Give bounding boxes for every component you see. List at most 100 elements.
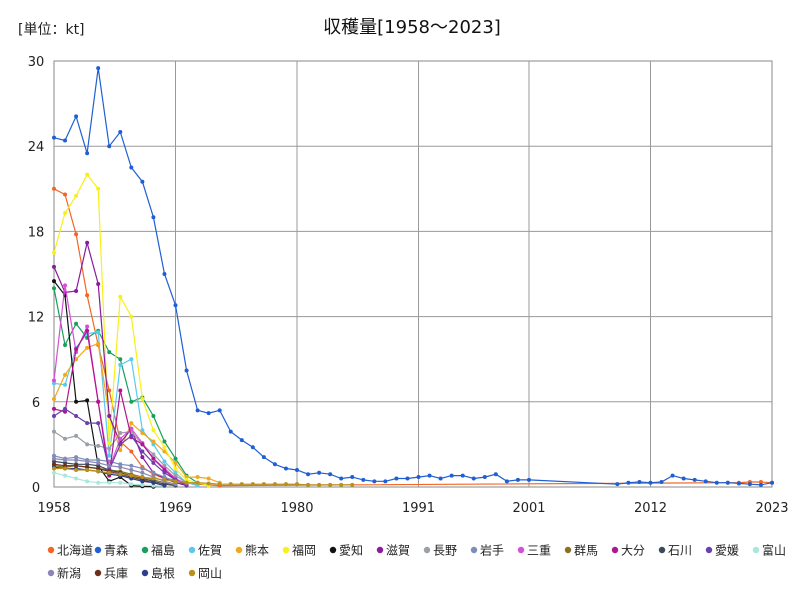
data-point	[107, 463, 112, 468]
data-point	[173, 479, 178, 484]
data-point	[63, 283, 68, 288]
data-point	[140, 179, 145, 184]
y-tick-label: 24	[28, 140, 45, 155]
data-point	[118, 294, 123, 299]
data-point	[129, 357, 134, 362]
data-point	[52, 381, 56, 386]
data-point	[173, 460, 178, 465]
data-point	[306, 472, 311, 477]
data-point	[96, 421, 101, 426]
legend-item: 長野	[423, 544, 457, 558]
data-point	[239, 438, 244, 443]
data-point	[228, 429, 233, 434]
data-point	[151, 428, 156, 433]
data-point	[85, 479, 90, 484]
legend-item: 岡山	[188, 567, 222, 581]
data-point	[74, 289, 79, 294]
y-axis: 0 6 12 18 24 30	[28, 55, 45, 496]
data-point	[74, 347, 79, 352]
series-layer	[52, 66, 774, 489]
data-point	[129, 433, 134, 438]
x-tick-label: 2023	[755, 501, 788, 516]
data-point	[85, 293, 90, 298]
data-point	[339, 482, 344, 487]
legend-marker	[658, 546, 666, 554]
data-point	[140, 482, 145, 487]
data-point	[151, 452, 156, 457]
legend-label: 三重	[527, 544, 551, 558]
data-point	[96, 458, 101, 463]
data-point	[74, 467, 79, 472]
data-point	[118, 465, 123, 470]
legend-marker	[470, 546, 478, 554]
data-point	[52, 378, 56, 383]
data-point	[52, 135, 56, 140]
legend-item: 愛媛	[705, 544, 739, 558]
data-point	[383, 479, 388, 484]
data-point	[173, 303, 178, 308]
y-tick-label: 18	[28, 225, 45, 240]
data-point	[85, 172, 90, 177]
legend-label: 岩手	[480, 543, 504, 558]
data-point	[184, 477, 189, 482]
data-point	[295, 482, 300, 487]
data-point	[129, 165, 134, 170]
data-point	[162, 483, 167, 488]
legend-item: 熊本	[235, 543, 269, 558]
data-point	[85, 462, 90, 467]
data-point	[692, 477, 697, 482]
legend-marker	[611, 546, 619, 554]
data-point	[184, 480, 189, 485]
data-point	[52, 264, 56, 269]
data-point	[328, 472, 333, 477]
data-point	[129, 421, 134, 426]
data-point	[217, 482, 222, 487]
data-point	[515, 477, 520, 482]
legend-item: 新潟	[47, 566, 81, 581]
data-point	[118, 357, 123, 362]
data-point	[283, 466, 288, 471]
x-tick-label: 2001	[512, 501, 545, 516]
legend-item: 富山	[752, 543, 786, 558]
legend-item: 大分	[611, 544, 645, 558]
legend-marker	[376, 546, 384, 554]
data-point	[162, 272, 167, 276]
data-point	[63, 372, 68, 377]
data-point	[736, 481, 741, 486]
legend-item: 北海道	[47, 543, 93, 558]
x-tick-label: 1980	[280, 501, 313, 516]
data-point	[85, 442, 90, 447]
unit-label: [単位：kt]	[18, 22, 85, 38]
data-point	[615, 482, 620, 487]
data-point	[85, 345, 90, 350]
data-point	[350, 482, 355, 487]
data-point	[427, 473, 432, 478]
data-point	[151, 439, 156, 444]
legend-item: 佐賀	[188, 544, 222, 558]
data-point	[107, 144, 112, 149]
legend-marker	[752, 546, 760, 554]
legend-label: 熊本	[245, 543, 269, 558]
data-point	[670, 473, 675, 478]
data-point	[206, 411, 211, 416]
legend-label: 福島	[151, 543, 175, 558]
data-point	[206, 476, 211, 481]
data-point	[493, 472, 498, 477]
data-point	[52, 470, 56, 475]
legend-marker	[564, 546, 572, 554]
data-point	[184, 368, 189, 373]
legend-marker	[517, 546, 525, 554]
data-point	[63, 406, 68, 411]
series-2	[52, 66, 774, 487]
legend-item: 愛知	[329, 544, 363, 558]
data-point	[162, 445, 167, 450]
data-point	[96, 443, 101, 448]
legend-marker	[329, 546, 337, 554]
data-point	[162, 459, 167, 464]
data-point	[173, 466, 178, 471]
legend-item: 岩手	[470, 543, 504, 558]
legend-label: 群馬	[574, 544, 598, 558]
data-point	[107, 446, 112, 451]
data-point	[107, 440, 112, 445]
data-point	[184, 483, 189, 488]
